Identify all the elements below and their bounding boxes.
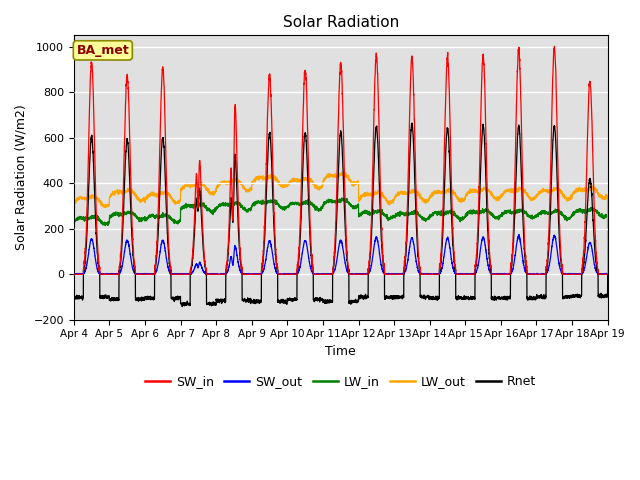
Legend: SW_in, SW_out, LW_in, LW_out, Rnet: SW_in, SW_out, LW_in, LW_out, Rnet (140, 370, 541, 393)
Text: BA_met: BA_met (76, 44, 129, 57)
X-axis label: Time: Time (325, 345, 356, 358)
Title: Solar Radiation: Solar Radiation (283, 15, 399, 30)
Y-axis label: Solar Radiation (W/m2): Solar Radiation (W/m2) (15, 105, 28, 251)
